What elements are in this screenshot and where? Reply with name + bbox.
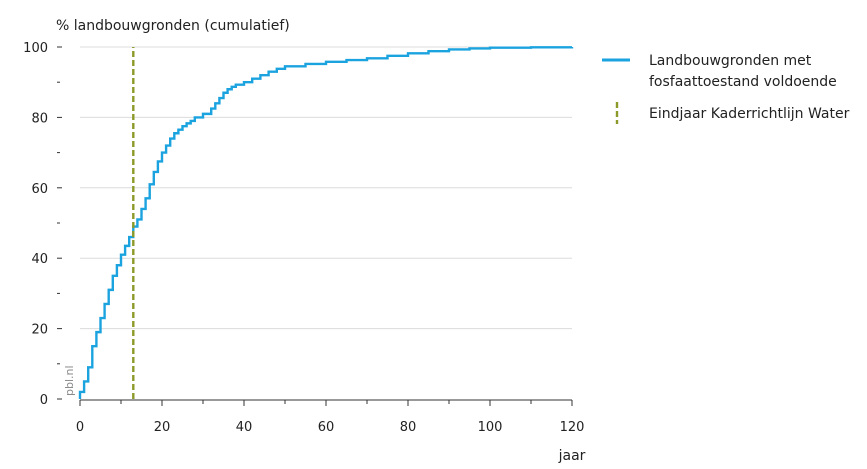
- x-tick-label-100: 100: [478, 420, 503, 435]
- y-tick-label-60: 60: [31, 182, 48, 197]
- y-axis-title: % landbouwgronden (cumulatief): [56, 18, 290, 34]
- x-tick-label-20: 20: [154, 420, 171, 435]
- x-tick-label-120: 120: [560, 420, 585, 435]
- series-line-cumulative: [78, 46, 574, 399]
- x-axis-title: jaar: [558, 448, 586, 464]
- source-label: pbl.nl: [63, 365, 76, 396]
- y-tick-label-100: 100: [23, 41, 48, 56]
- legend-label-kaderrichtlijn: Eindjaar Kaderrichtlijn Water: [649, 106, 850, 122]
- y-tick-label-0: 0: [40, 393, 48, 408]
- x-tick-label-60: 60: [318, 420, 335, 435]
- y-tick-label-40: 40: [31, 252, 48, 267]
- x-tick-label-0: 0: [76, 420, 84, 435]
- legend-label-fosfaat-line1: Landbouwgronden met: [649, 53, 812, 69]
- x-tick-label-80: 80: [400, 420, 417, 435]
- legend-label-fosfaat-line2: fosfaattoestand voldoende: [649, 74, 837, 90]
- y-tick-label-80: 80: [31, 111, 48, 126]
- x-tick-label-40: 40: [236, 420, 253, 435]
- y-tick-label-20: 20: [31, 323, 48, 338]
